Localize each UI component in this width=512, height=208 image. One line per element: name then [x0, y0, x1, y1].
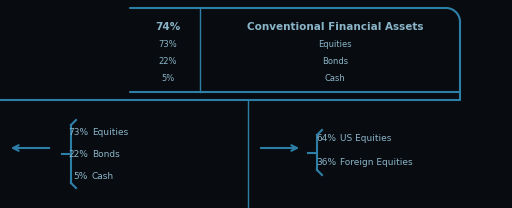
Text: 73%: 73% [68, 128, 88, 137]
Text: Cash: Cash [92, 172, 114, 181]
Text: 5%: 5% [161, 74, 175, 83]
Text: 22%: 22% [68, 150, 88, 159]
Text: US Equities: US Equities [340, 134, 391, 143]
Text: Bonds: Bonds [92, 150, 120, 159]
Text: 64%: 64% [316, 134, 336, 143]
Text: Equities: Equities [92, 128, 128, 137]
Text: Equities: Equities [318, 40, 352, 49]
Text: Foreign Equities: Foreign Equities [340, 158, 413, 167]
Text: 36%: 36% [316, 158, 336, 167]
Text: 22%: 22% [159, 57, 177, 66]
Text: 73%: 73% [159, 40, 177, 49]
Text: Cash: Cash [325, 74, 346, 83]
Text: Conventional Financial Assets: Conventional Financial Assets [247, 22, 423, 32]
Text: 5%: 5% [74, 172, 88, 181]
Text: 74%: 74% [155, 22, 181, 32]
Text: Bonds: Bonds [322, 57, 348, 66]
